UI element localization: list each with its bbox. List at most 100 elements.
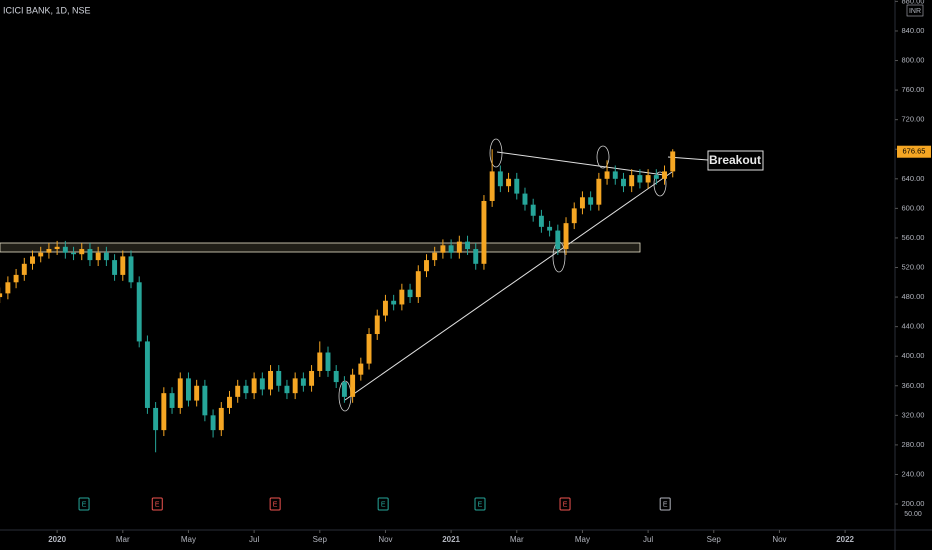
y-tick-label: 600.00 bbox=[902, 203, 925, 212]
event-marker bbox=[659, 497, 671, 511]
candle-body bbox=[300, 378, 306, 386]
candle-body bbox=[62, 246, 68, 253]
candle-body bbox=[604, 171, 610, 179]
candle-body bbox=[538, 215, 544, 227]
candle-body bbox=[87, 249, 93, 261]
candle-body bbox=[259, 378, 265, 390]
event-label: E bbox=[478, 501, 483, 508]
y-tick-label: 640.00 bbox=[902, 174, 925, 183]
candle-body bbox=[555, 230, 561, 250]
candle-body bbox=[382, 300, 388, 316]
event-label: E bbox=[273, 501, 278, 508]
trend-line bbox=[496, 151, 665, 176]
x-tick-label: Mar bbox=[116, 535, 130, 544]
y-tick-label: 520.00 bbox=[902, 262, 925, 271]
y-tick-label: 880.00 bbox=[902, 0, 925, 5]
currency-box bbox=[906, 4, 924, 17]
volume-axis-label: 50.00 bbox=[904, 511, 922, 518]
candle-body bbox=[506, 178, 512, 187]
candle-body bbox=[424, 260, 429, 272]
y-tick-label: 320.00 bbox=[902, 410, 925, 419]
candle-body bbox=[120, 256, 126, 275]
y-tick-label: 440.00 bbox=[902, 322, 925, 331]
event-marker bbox=[474, 497, 486, 511]
x-tick-label: Jul bbox=[643, 535, 653, 544]
last-price-label: 676.65 bbox=[903, 147, 926, 156]
x-tick-label: Mar bbox=[510, 535, 524, 544]
ellipse bbox=[653, 171, 667, 197]
ellipse-markers bbox=[338, 138, 667, 412]
candle-body bbox=[670, 151, 676, 172]
candle-body bbox=[185, 378, 191, 401]
y-tick-label: 720.00 bbox=[902, 115, 925, 124]
y-tick-label: 840.00 bbox=[902, 26, 925, 35]
candle-body bbox=[276, 370, 282, 386]
candle-body bbox=[153, 407, 159, 431]
event-label: E bbox=[82, 501, 87, 508]
candle-body bbox=[103, 252, 109, 261]
candle-body bbox=[325, 352, 331, 371]
candle-body bbox=[621, 178, 626, 187]
candle-body bbox=[448, 245, 454, 253]
candle-body bbox=[136, 282, 142, 342]
candle-body bbox=[662, 171, 667, 179]
candle-body bbox=[391, 300, 397, 305]
candle-body bbox=[46, 249, 52, 253]
candle-body bbox=[161, 393, 167, 431]
y-tick-label: 360.00 bbox=[902, 381, 925, 390]
x-tick-label: Nov bbox=[378, 535, 392, 544]
candle-body bbox=[350, 374, 356, 397]
event-label: E bbox=[381, 501, 386, 508]
candle-body bbox=[79, 249, 85, 255]
y-tick-label: 480.00 bbox=[902, 292, 925, 301]
x-tick-label: Sep bbox=[313, 535, 328, 544]
candle-body bbox=[5, 282, 11, 294]
candle-body bbox=[514, 178, 520, 194]
candle-body bbox=[522, 193, 528, 205]
event-marker bbox=[269, 497, 281, 511]
annotation-box bbox=[707, 150, 764, 171]
x-tick-label: May bbox=[575, 535, 590, 544]
candle-body bbox=[144, 341, 150, 408]
event-label: E bbox=[663, 501, 668, 508]
candle-body bbox=[645, 175, 651, 183]
y-tick-label: 560.00 bbox=[902, 233, 925, 242]
candle-body bbox=[456, 241, 462, 253]
candle-body bbox=[465, 241, 470, 250]
candle-body bbox=[112, 260, 118, 275]
candle-body bbox=[309, 370, 315, 386]
candle-body bbox=[440, 245, 446, 253]
candle-body bbox=[333, 370, 339, 383]
candle-body bbox=[399, 289, 405, 305]
candle-body bbox=[54, 246, 60, 250]
event-marker bbox=[78, 497, 90, 511]
last-price-badge bbox=[897, 145, 931, 158]
candle-body bbox=[317, 352, 323, 371]
event-marker bbox=[559, 497, 571, 511]
candle-body bbox=[95, 252, 101, 261]
event-label: E bbox=[155, 501, 160, 508]
ellipse bbox=[596, 145, 610, 169]
candle-body bbox=[243, 385, 249, 394]
candle-body bbox=[374, 315, 380, 335]
event-marker bbox=[151, 497, 163, 511]
candle-body bbox=[596, 178, 602, 205]
x-tick-label: 2020 bbox=[48, 535, 66, 544]
candle-body bbox=[210, 415, 216, 431]
candle-body bbox=[235, 385, 241, 397]
candle-body bbox=[202, 385, 208, 416]
candle-body bbox=[415, 271, 421, 298]
candle-body bbox=[588, 197, 594, 205]
candle-body bbox=[432, 252, 438, 261]
y-tick-label: 280.00 bbox=[902, 440, 925, 449]
annotation-text: Breakout bbox=[709, 153, 761, 167]
support-zone bbox=[0, 242, 641, 253]
symbol-title: ICICI BANK, 1D, NSE bbox=[3, 5, 91, 15]
x-tick-label: May bbox=[181, 535, 196, 544]
trend-line bbox=[344, 171, 673, 401]
candle-body bbox=[358, 363, 364, 375]
candle-body bbox=[268, 370, 273, 390]
candle-body bbox=[637, 175, 643, 183]
y-tick-label: 200.00 bbox=[902, 499, 925, 508]
candle-body bbox=[194, 385, 200, 401]
